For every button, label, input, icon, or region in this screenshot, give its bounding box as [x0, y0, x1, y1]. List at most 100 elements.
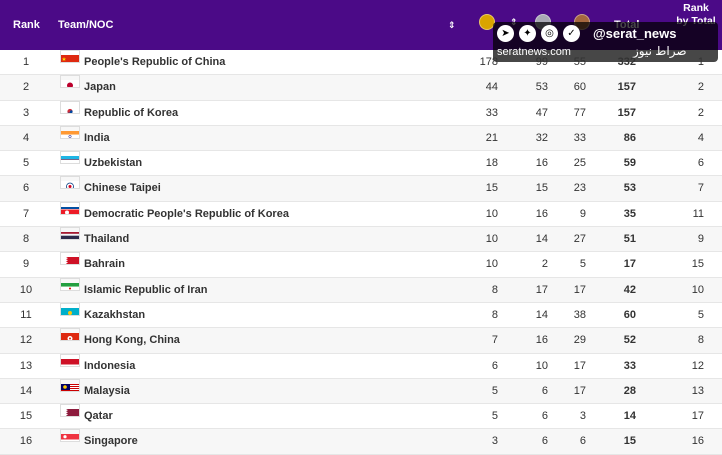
team-name[interactable]: Singapore [84, 435, 138, 448]
rank-by-total: 16 [691, 435, 704, 448]
total-count: 14 [623, 410, 636, 423]
watermark-overlay: ➤ ✦ ◎ ✓ @serat_news seratnews.com صراط ن… [493, 22, 718, 62]
bronze-count: 23 [573, 182, 586, 195]
silver-count: 10 [535, 359, 548, 372]
total-count: 60 [623, 308, 636, 321]
rank-cell: 1 [22, 56, 30, 68]
bronze-count: 17 [573, 359, 586, 372]
column-header-team[interactable]: Team/NOC [58, 19, 114, 31]
table-row[interactable]: 11 Kazakhstan 8 14 38 60 5 [0, 302, 722, 329]
rank-by-total: 12 [691, 359, 704, 372]
flag-malaysia-icon [60, 378, 80, 392]
team-name[interactable]: Malaysia [84, 384, 130, 397]
sort-icon[interactable]: ⇕ [448, 19, 456, 30]
team-name[interactable]: People's Republic of China [84, 56, 226, 68]
rank-cell: 7 [22, 207, 30, 220]
team-name[interactable]: Democratic People's Republic of Korea [84, 207, 289, 220]
table-row[interactable]: 10 Islamic Republic of Iran 8 17 17 42 10 [0, 277, 722, 303]
flag-iran-icon [60, 277, 80, 291]
rank-cell: 15 [19, 410, 33, 423]
gold-count: 8 [491, 308, 498, 321]
table-row[interactable]: 14 Malaysia 5 6 17 28 13 [0, 378, 722, 405]
silver-count: 47 [535, 106, 548, 119]
silver-count: 32 [535, 131, 548, 144]
table-row[interactable]: 8 Thailand 10 14 27 51 9 [0, 227, 722, 253]
bronze-count: 3 [579, 410, 586, 423]
flag-japan-icon [60, 75, 80, 89]
site-url: seratnews.com [497, 46, 571, 58]
table-row[interactable]: 12 Hong Kong, China 7 16 29 52 8 [0, 328, 722, 354]
silver-count: 6 [541, 435, 548, 448]
team-name[interactable]: Republic of Korea [84, 106, 179, 119]
bale-icon: ✓ [563, 25, 580, 42]
rank-by-total: 13 [691, 384, 704, 397]
silver-count: 15 [535, 182, 548, 195]
table-row[interactable]: 6 Chinese Taipei 15 15 23 53 7 [0, 176, 722, 202]
team-name[interactable]: Islamic Republic of Iran [84, 283, 208, 296]
rank-by-total: 7 [697, 182, 704, 195]
flag-korea-icon [60, 100, 80, 114]
team-name[interactable]: Chinese Taipei [84, 182, 161, 195]
team-name[interactable]: Kazakhstan [84, 308, 146, 321]
total-count: 53 [623, 182, 636, 195]
table-row[interactable]: 7 Democratic People's Republic of Korea 10… [0, 201, 722, 228]
rank-cell: 3 [22, 106, 30, 119]
bronze-count: 17 [573, 283, 586, 296]
bronze-count: 6 [579, 435, 586, 448]
team-name[interactable]: Japan [84, 81, 116, 94]
gold-count: 10 [485, 207, 498, 220]
social-icons: ➤ ✦ ◎ ✓ [497, 25, 580, 42]
flag-bahrain-icon [60, 252, 80, 266]
gold-count: 18 [485, 157, 498, 170]
gold-count: 5 [491, 410, 498, 423]
total-count: 15 [623, 435, 636, 448]
silver-count: 99 [535, 56, 548, 68]
rank-cell: 5 [22, 157, 30, 170]
team-name[interactable]: Hong Kong, China [84, 334, 180, 347]
rank-by-total: 10 [691, 283, 704, 296]
bronze-count: 55 [573, 56, 586, 68]
total-count: 157 [617, 106, 636, 119]
bronze-count: 25 [573, 157, 586, 170]
instagram-icon: ◎ [541, 25, 558, 42]
bronze-count: 29 [573, 334, 586, 347]
gold-count: 10 [485, 258, 498, 271]
gold-count: 178 [479, 56, 498, 68]
bronze-count: 27 [573, 233, 586, 246]
rank-by-total: 5 [697, 308, 704, 321]
table-row[interactable]: 3 Republic of Korea 33 47 77 157 2 [0, 100, 722, 126]
silver-count: 6 [541, 384, 548, 397]
bronze-count: 9 [579, 207, 586, 220]
table-row[interactable]: 15 Qatar 5 6 3 14 17 [0, 404, 722, 430]
table-row[interactable]: 16 Singapore 3 6 6 15 16 [0, 429, 722, 455]
total-count: 28 [623, 384, 636, 397]
rank-cell: 12 [19, 334, 33, 347]
gold-count: 5 [491, 384, 498, 397]
flag-dprk-icon [60, 201, 80, 215]
bronze-count: 38 [573, 308, 586, 321]
rank-by-total: 1 [697, 56, 704, 68]
team-name[interactable]: India [84, 131, 110, 144]
medal-table-body: 1 People's Republic of China 178 99 55 332 1 2 J… [0, 50, 722, 455]
rank-by-total: 6 [697, 157, 704, 170]
table-row[interactable]: 13 Indonesia 6 10 17 33 12 [0, 353, 722, 379]
rank-by-total: 8 [697, 334, 704, 347]
silver-count: 2 [541, 258, 548, 271]
team-name[interactable]: Bahrain [84, 258, 125, 271]
table-row[interactable]: 9 Bahrain 10 2 5 17 15 [0, 252, 722, 278]
column-header-rank[interactable]: Rank [13, 19, 40, 31]
table-row[interactable]: 2 Japan 44 53 60 157 2 [0, 75, 722, 101]
total-count: 86 [623, 131, 636, 144]
total-count: 35 [623, 207, 636, 220]
team-name[interactable]: Qatar [84, 410, 113, 423]
gold-count: 7 [491, 334, 498, 347]
silver-count: 16 [535, 207, 548, 220]
rank-cell: 4 [22, 131, 30, 144]
team-name[interactable]: Uzbekistan [84, 157, 143, 170]
team-name[interactable]: Thailand [84, 233, 130, 246]
flag-thailand-icon [60, 227, 80, 241]
team-name[interactable]: Indonesia [84, 359, 136, 372]
table-row[interactable]: 5 Uzbekistan 18 16 25 59 6 [0, 151, 722, 177]
table-row[interactable]: 1 People's Republic of China 178 99 55 332 1 [0, 50, 722, 76]
table-row[interactable]: 4 India 21 32 33 86 4 [0, 125, 722, 152]
